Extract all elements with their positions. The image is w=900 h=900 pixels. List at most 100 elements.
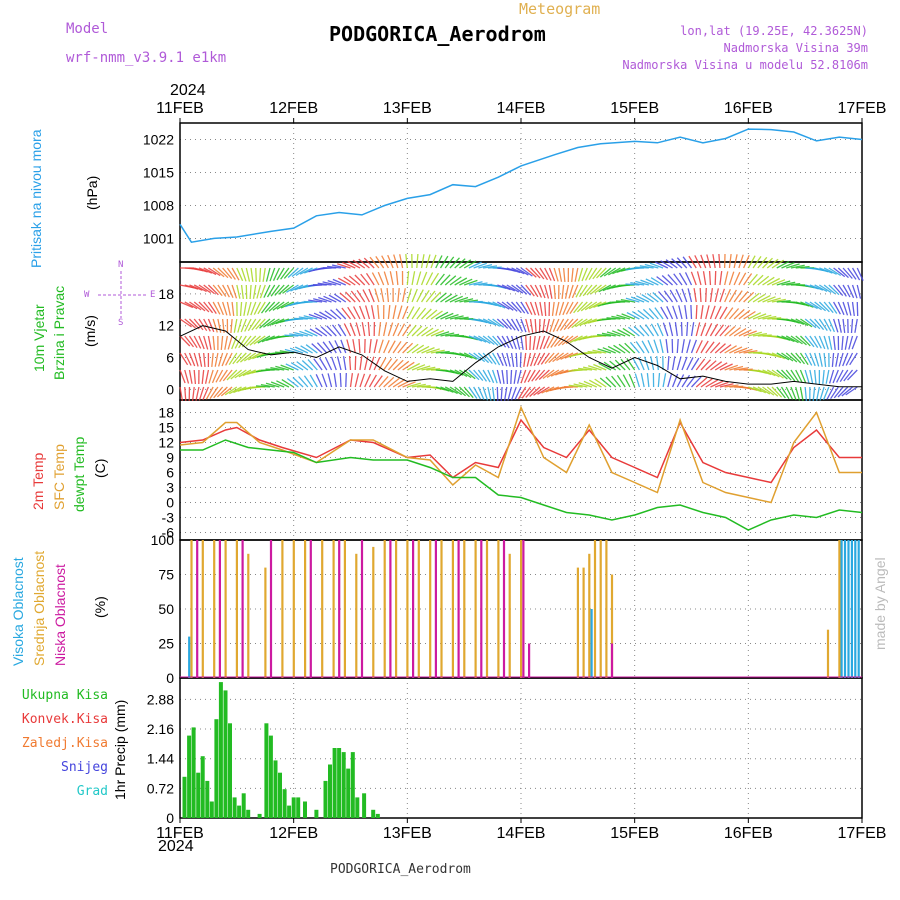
wind-arrow bbox=[349, 322, 356, 337]
cloud-bar bbox=[843, 540, 847, 678]
wind-arrow bbox=[678, 305, 683, 320]
wind-arrow bbox=[214, 352, 219, 367]
wind-arrow bbox=[822, 386, 830, 401]
wind-arrow bbox=[766, 386, 779, 397]
legend-freezing-rain: Zaledj.Kisa bbox=[21, 736, 108, 751]
wind-arrow bbox=[334, 340, 342, 354]
wind-arrow bbox=[590, 284, 602, 295]
cloud-bar bbox=[309, 540, 312, 678]
wind-arrow bbox=[776, 352, 790, 361]
wind-arrow bbox=[645, 324, 655, 337]
wind-arrow bbox=[580, 301, 593, 312]
wind-arrow bbox=[520, 369, 527, 384]
wind-arrow bbox=[463, 352, 477, 360]
wind-arrow bbox=[426, 367, 441, 371]
wind-arrow bbox=[686, 357, 694, 371]
wind-arrow bbox=[365, 272, 375, 286]
wind-arrow bbox=[752, 256, 762, 269]
cloud-bar bbox=[389, 540, 392, 678]
y-tick-label: 1008 bbox=[143, 197, 174, 213]
wind-arrow bbox=[353, 306, 361, 320]
wind-arrow bbox=[244, 318, 252, 332]
wind-arrow bbox=[650, 323, 659, 337]
y-tick-label: 75 bbox=[158, 567, 174, 583]
wind-arrow bbox=[718, 253, 721, 269]
wind-arrow bbox=[823, 318, 832, 332]
wind-arrow bbox=[296, 361, 309, 371]
wind-arrow bbox=[706, 254, 712, 269]
precip-bar bbox=[303, 801, 307, 818]
wind-arrow bbox=[430, 349, 445, 354]
wind-arrow bbox=[705, 360, 717, 371]
y-tick-label: 2.88 bbox=[147, 691, 174, 707]
wind-arrow bbox=[552, 318, 560, 333]
wind-arrow bbox=[709, 342, 721, 354]
wind-arrow bbox=[468, 281, 483, 286]
wind-arrow bbox=[728, 254, 732, 269]
x-tick-label-top: 16FEB bbox=[724, 100, 773, 117]
wind-arrow bbox=[786, 282, 801, 286]
precip-bar bbox=[375, 813, 380, 818]
wind-arrow bbox=[576, 301, 588, 313]
wind-arrow bbox=[256, 284, 262, 299]
wind-arrow bbox=[295, 267, 309, 276]
wind-arrow bbox=[430, 310, 443, 320]
wind-arrow bbox=[482, 369, 491, 383]
wind-arrow bbox=[208, 267, 221, 277]
wind-arrow bbox=[506, 267, 521, 274]
wind-arrow bbox=[799, 369, 807, 384]
wind-arrow bbox=[315, 327, 328, 337]
wind-arrow bbox=[842, 352, 849, 367]
x-tick-label-top: 15FEB bbox=[610, 100, 659, 117]
legend-hail: Grad bbox=[76, 784, 108, 799]
wind-arrow bbox=[671, 258, 683, 269]
wind-arrow bbox=[603, 267, 617, 277]
wind-arrow bbox=[616, 314, 631, 320]
wind-arrow bbox=[554, 335, 565, 348]
wind-arrow bbox=[699, 287, 702, 303]
wind-arrow bbox=[663, 290, 674, 303]
wind-arrow bbox=[582, 366, 597, 371]
wind-arrow bbox=[298, 376, 309, 388]
wind-arrow bbox=[211, 369, 219, 384]
wind-arrow bbox=[281, 379, 295, 388]
wind-arrow bbox=[781, 335, 795, 343]
cloud-bar bbox=[434, 540, 437, 678]
wind-arrow bbox=[738, 272, 747, 286]
wind-arrow bbox=[290, 284, 304, 292]
wind-arrow bbox=[639, 265, 654, 269]
wind-arrow bbox=[347, 306, 356, 320]
wind-arrow bbox=[286, 377, 299, 388]
wind-arrow bbox=[333, 373, 337, 388]
wind-arrow bbox=[204, 369, 210, 384]
wind-arrow bbox=[309, 328, 323, 337]
cloud-bar bbox=[480, 540, 483, 678]
wind-arrow bbox=[647, 339, 655, 354]
wind-arrow bbox=[790, 335, 803, 345]
wind-arrow bbox=[856, 267, 864, 281]
wind-arrow bbox=[752, 293, 766, 303]
wind-arrow bbox=[633, 325, 645, 337]
wind-arrow bbox=[193, 284, 207, 293]
wind-arrow bbox=[459, 298, 474, 303]
wind-arrow bbox=[468, 352, 482, 362]
wind-arrow bbox=[785, 386, 794, 400]
wind-arrow bbox=[430, 254, 437, 269]
wind-arrow bbox=[501, 301, 514, 311]
wind-arrow bbox=[349, 373, 354, 388]
wind-arrow bbox=[842, 318, 846, 333]
wind-arrow bbox=[640, 279, 654, 286]
wind-arrow bbox=[748, 331, 762, 337]
wind-arrow bbox=[690, 339, 698, 354]
wind-arrow bbox=[617, 328, 631, 337]
wind-arrow bbox=[193, 352, 199, 367]
wind-arrow bbox=[686, 321, 689, 337]
wind-arrow bbox=[700, 305, 704, 320]
wind-arrow bbox=[724, 364, 739, 371]
wind-arrow bbox=[848, 335, 854, 350]
wind-arrow bbox=[313, 312, 328, 320]
wind-arrow bbox=[251, 318, 262, 331]
wind-arrow bbox=[440, 274, 451, 286]
wind-arrow bbox=[252, 352, 266, 360]
wind-arrow bbox=[562, 267, 566, 282]
